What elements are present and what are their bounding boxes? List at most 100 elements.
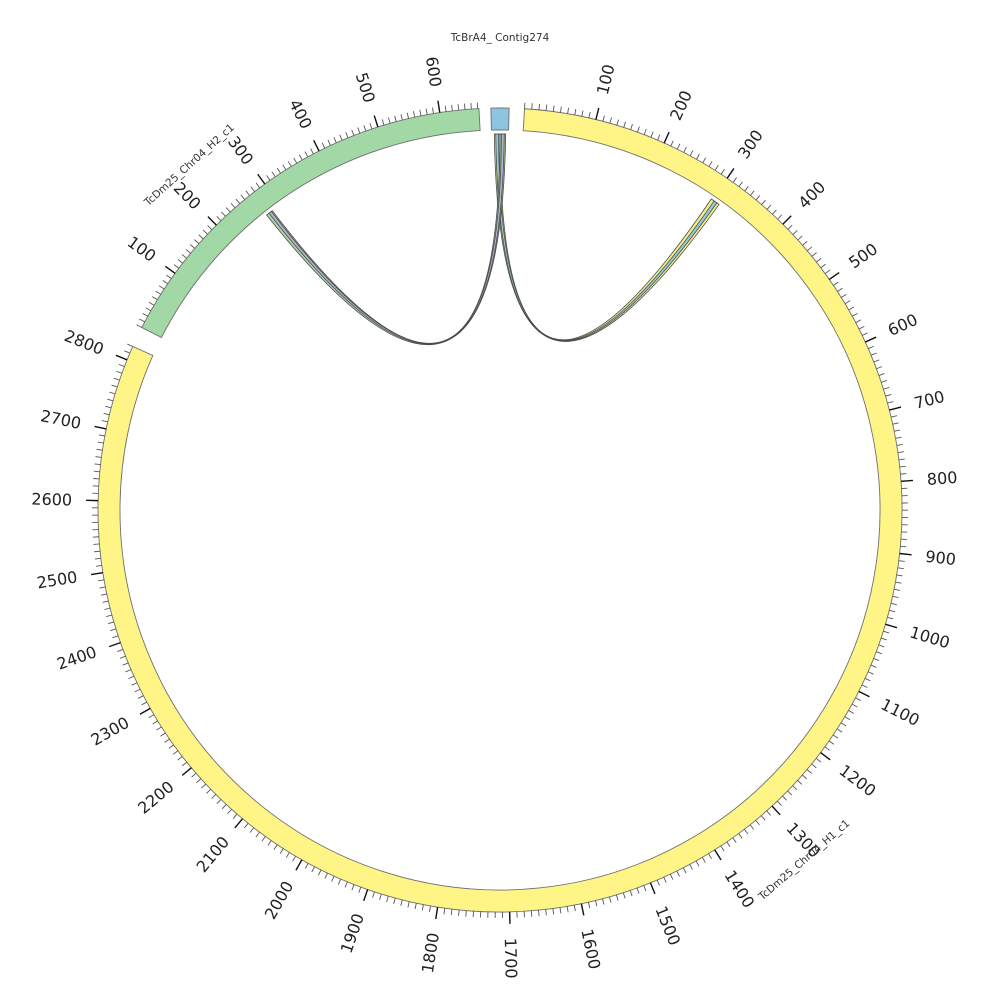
- tick-label-h1: 2600: [31, 490, 72, 510]
- minor-tick-h1: [134, 688, 141, 693]
- minor-tick-h1: [98, 579, 105, 582]
- minor-tick-h1: [870, 664, 877, 668]
- minor-tick-h1: [538, 103, 540, 110]
- minor-tick-h1: [787, 790, 793, 796]
- tick-label-h1: 1100: [878, 695, 923, 730]
- minor-tick-h2: [181, 254, 187, 259]
- minor-tick-h1: [663, 876, 667, 883]
- minor-tick-h1: [797, 780, 803, 785]
- major-tick-h1: [115, 354, 128, 361]
- minor-tick-h1: [824, 746, 830, 751]
- tick-label-h2: 300: [224, 133, 257, 169]
- minor-tick-h1: [815, 757, 822, 763]
- minor-tick-h1: [560, 106, 562, 113]
- major-tick-h2: [164, 265, 176, 274]
- major-tick-h1: [771, 805, 781, 816]
- minor-tick-h1: [102, 600, 109, 603]
- minor-tick-h1: [206, 788, 212, 794]
- minor-tick-h1: [93, 470, 100, 473]
- minor-tick-h2: [333, 137, 337, 144]
- minor-tick-h1: [622, 892, 626, 899]
- minor-tick-h1: [848, 306, 855, 311]
- minor-tick-h1: [107, 398, 114, 402]
- minor-tick-h1: [191, 772, 197, 778]
- minor-tick-h2: [152, 296, 158, 301]
- link-1: [495, 133, 718, 342]
- minor-tick-h1: [104, 607, 111, 610]
- tick-label-h2: 600: [422, 55, 445, 88]
- minor-tick-h2: [145, 307, 152, 312]
- minor-tick-h1: [602, 115, 605, 122]
- minor-tick-h1: [682, 867, 687, 874]
- tick-label-h1: 1200: [836, 761, 880, 801]
- major-tick-h1: [858, 690, 870, 698]
- minor-tick-h1: [720, 169, 725, 175]
- major-tick-h1: [363, 889, 369, 902]
- minor-tick-h1: [816, 257, 822, 263]
- tick-label-h1: 2000: [261, 878, 298, 923]
- tick-label-h2: 400: [285, 96, 316, 132]
- minor-tick-h1: [112, 635, 119, 639]
- minor-tick-h1: [676, 870, 680, 877]
- minor-tick-h2: [245, 190, 250, 196]
- tick-label-h1: 2400: [54, 642, 99, 673]
- minor-tick-h1: [864, 677, 871, 682]
- major-tick-h1: [234, 818, 244, 829]
- minor-tick-h1: [802, 241, 808, 246]
- minor-tick-h2: [345, 132, 349, 139]
- minor-tick-h1: [676, 143, 681, 150]
- minor-tick-h2: [207, 225, 213, 230]
- segment-h2: [141, 108, 481, 339]
- minor-tick-h1: [450, 909, 453, 916]
- tick-label-h1: 2800: [62, 326, 107, 359]
- minor-tick-h1: [868, 345, 874, 350]
- tick-label-h1: 600: [885, 310, 921, 340]
- minor-tick-h1: [602, 898, 605, 905]
- minor-tick-h1: [643, 885, 647, 892]
- minor-tick-h2: [139, 318, 145, 323]
- minor-tick-h1: [743, 828, 749, 835]
- tick-label-h1: 2500: [36, 567, 79, 592]
- tick-label-h1: 1500: [651, 903, 684, 948]
- minor-tick-h1: [855, 697, 861, 701]
- segment-h1: [97, 108, 903, 913]
- minor-tick-h1: [615, 894, 619, 901]
- minor-tick-h1: [616, 119, 619, 126]
- minor-tick-h1: [122, 662, 129, 666]
- minor-tick-h1: [137, 695, 144, 699]
- minor-tick-h1: [201, 783, 207, 789]
- minor-tick-h1: [177, 756, 183, 761]
- minor-tick-h1: [152, 720, 158, 725]
- minor-tick-h1: [695, 860, 700, 867]
- minor-tick-h2: [381, 119, 385, 126]
- minor-tick-h1: [538, 910, 540, 917]
- minor-tick-h1: [749, 824, 755, 830]
- minor-tick-h1: [887, 616, 894, 620]
- minor-tick-h1: [331, 875, 335, 882]
- major-tick-h1: [295, 859, 303, 871]
- minor-tick-h1: [897, 567, 904, 570]
- minor-tick-h1: [181, 761, 188, 767]
- minor-tick-h1: [414, 903, 417, 910]
- minor-tick-h1: [828, 740, 835, 745]
- minor-tick-h1: [552, 105, 555, 112]
- major-tick-h2: [373, 115, 379, 128]
- minor-tick-h1: [900, 545, 907, 548]
- minor-tick-h1: [587, 902, 591, 909]
- major-tick-h2: [437, 100, 441, 113]
- minor-tick-h1: [311, 866, 315, 873]
- minor-tick-h2: [198, 234, 204, 240]
- minor-tick-h1: [255, 831, 260, 838]
- minor-tick-h2: [327, 139, 331, 146]
- major-tick-h1: [94, 425, 107, 430]
- major-tick-h2: [257, 173, 266, 185]
- minor-tick-h1: [116, 370, 123, 374]
- minor-tick-h2: [444, 105, 447, 112]
- minor-tick-h1: [127, 343, 133, 347]
- minor-tick-h1: [755, 195, 761, 201]
- minor-tick-h1: [890, 602, 897, 606]
- minor-tick-h1: [261, 836, 266, 842]
- minor-tick-h1: [117, 649, 124, 652]
- minor-tick-h1: [128, 675, 135, 680]
